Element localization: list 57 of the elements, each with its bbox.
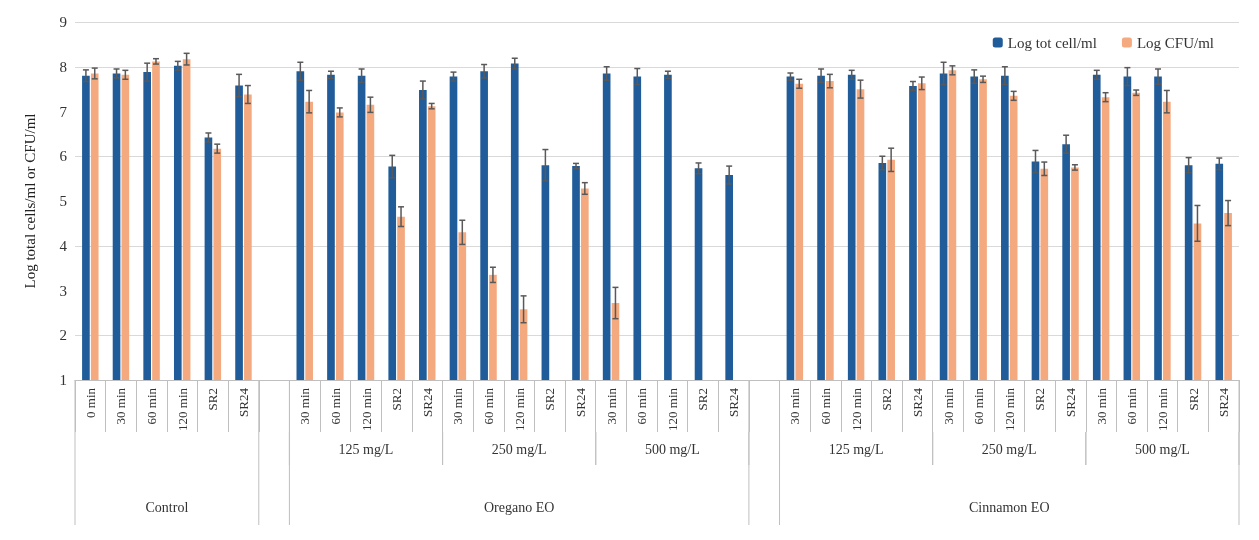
x-tick-label: SR24 (419, 387, 435, 417)
y-tick-label: 7 (59, 103, 68, 120)
text: 125 mg/L (338, 441, 394, 457)
text: Control (145, 499, 189, 515)
x-tick-label: 60 min (1124, 387, 1140, 425)
x-tick-label: 30 min (603, 387, 619, 425)
x-tick-label: SR2 (205, 388, 221, 411)
text: 500 mg/L (1135, 441, 1190, 457)
x-tick-label: SR24 (909, 387, 925, 417)
x-tick-label: 120 min (358, 387, 374, 431)
x-tick-label: SR2 (879, 388, 895, 411)
y-tick-label: 2 (59, 327, 67, 344)
x-tick-label: 60 min (817, 387, 833, 425)
x-tick-label: 60 min (634, 387, 650, 425)
y-tick-label: 1 (59, 372, 67, 388)
y-tick-label: 3 (59, 282, 67, 299)
x-tick-label: 120 min (848, 387, 864, 431)
x-tick-label: 30 min (1093, 387, 1109, 425)
x-tick-label: 60 min (481, 387, 497, 425)
x-tick-label: SR24 (235, 387, 251, 417)
y-tick-label: 9 (59, 14, 67, 30)
x-tick-label: 120 min (1001, 387, 1017, 431)
y-tick-label: 6 (59, 148, 68, 165)
x-tick-label: SR24 (572, 387, 588, 417)
x-tick-label: 30 min (113, 387, 129, 425)
x-tick-label: SR2 (389, 388, 405, 411)
x-tick-label: SR2 (695, 388, 711, 411)
x-tick-label: SR24 (726, 387, 742, 417)
x-tick-label: 120 min (664, 387, 680, 431)
x-tick-label: SR24 (1063, 387, 1079, 417)
x-tick-label: SR2 (1185, 388, 1201, 411)
x-tick-label: SR2 (1032, 388, 1048, 411)
x-tick-label: 60 min (327, 387, 343, 425)
y-tick-label: 8 (59, 58, 67, 75)
text: 250 mg/L (491, 441, 547, 457)
x-tick-label: 60 min (971, 387, 987, 425)
x-tick-label: SR24 (1216, 387, 1232, 417)
y-axis-title: Log total cells/ml or CFU/ml (21, 113, 38, 289)
text: Cinnamon EO (969, 499, 1050, 515)
x-tick-label: 60 min (144, 387, 160, 425)
text: 250 mg/L (981, 441, 1037, 457)
x-tick-label: 30 min (940, 387, 956, 425)
x-tick-label: 120 min (511, 387, 527, 431)
text: 125 mg/L (828, 441, 884, 457)
x-tick-label: 30 min (297, 387, 313, 425)
y-tick-label: 5 (59, 193, 67, 209)
y-tick-label: 4 (59, 237, 68, 254)
legend-label: Log CFU/ml (1136, 34, 1215, 51)
x-tick-label: 0 min (82, 387, 98, 418)
x-tick-label: 120 min (1154, 387, 1170, 431)
legend-label: Log tot cell/ml (1007, 34, 1097, 51)
x-tick-label: 120 min (174, 387, 190, 431)
text: 500 mg/L (644, 441, 700, 457)
x-tick-label: 30 min (450, 387, 466, 425)
text: Oregano EO (483, 499, 555, 515)
x-tick-label: SR2 (542, 388, 558, 411)
x-tick-label: 30 min (787, 387, 803, 425)
